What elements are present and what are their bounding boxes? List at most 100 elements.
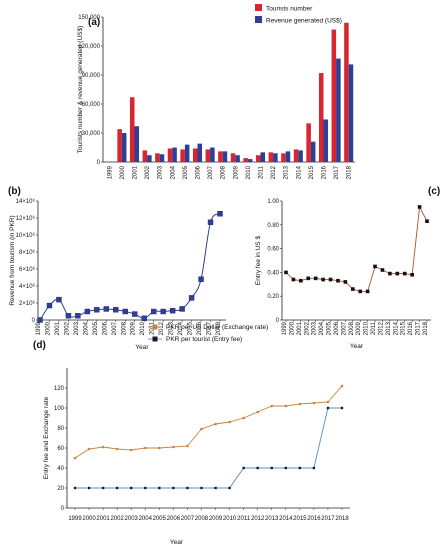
x-axis-title: Year [170, 539, 184, 546]
bar-tourists [155, 153, 160, 162]
y-axis-title: Revenue from tourism (in PKR) [9, 215, 16, 305]
x-tick-label: 2008 [349, 321, 355, 335]
data-point [417, 205, 422, 209]
y-tick-label: 0 [276, 318, 280, 324]
data-point [284, 270, 288, 275]
x-tick-label: 2000 [82, 516, 96, 522]
data-point [200, 427, 203, 431]
x-tick-label: 2002 [110, 516, 124, 522]
panel-label-b: (b) [8, 186, 21, 197]
data-point [299, 278, 303, 283]
chart-d: 0 20 40 60 80 100 120 Entry fee and Exchange ra… [43, 324, 350, 546]
data-point [306, 276, 311, 281]
data-point [291, 277, 296, 282]
x-tick-label: 2016 [197, 321, 203, 335]
x-tick-label: 2009 [233, 165, 239, 179]
bar-tourists [255, 155, 261, 162]
data-point [115, 447, 119, 451]
data-point [188, 295, 195, 301]
bar-tourists [142, 150, 148, 162]
exchange-rate-line [74, 385, 343, 459]
y-tick-label: 30,000 [82, 131, 101, 137]
data-point [186, 444, 189, 448]
legend-marker [152, 336, 158, 342]
data-point [328, 277, 333, 282]
data-point [179, 306, 185, 312]
bar-revenue [247, 159, 253, 162]
bar-tourists [344, 22, 349, 162]
panel-label-c: (c) [428, 186, 440, 197]
x-tick-label: 2018 [335, 516, 349, 522]
data-point [132, 311, 138, 317]
bar-revenue [323, 119, 329, 162]
data-point [172, 445, 175, 449]
x-tick-label: 2005 [327, 321, 333, 335]
data-point [101, 445, 105, 449]
data-point [75, 313, 81, 319]
x-tick-label: 2000 [45, 321, 51, 335]
x-tick-label: 2001 [96, 516, 110, 522]
x-tick-label: 2010 [364, 321, 370, 335]
legend-label: PKR per US Dollar (Exchange rate) [166, 324, 268, 331]
data-point [298, 466, 302, 470]
x-tick-label: 2006 [196, 165, 202, 179]
data-point [336, 278, 340, 283]
x-tick-label: 2003 [158, 165, 164, 179]
x-tick-label: 2004 [170, 165, 176, 179]
bar-revenue [235, 155, 240, 162]
data-point [402, 271, 407, 276]
chart-a: 0 30,000 60,000 90,000 120,000 150,000 Tourist… [77, 4, 355, 179]
x-tick-label: 2018 [347, 165, 353, 179]
y-tick-label: 0.60 [267, 247, 279, 253]
data-point [186, 486, 189, 490]
x-tick-label: 2017 [207, 321, 213, 335]
data-point [340, 384, 344, 388]
x-tick-label: 2015 [293, 516, 307, 522]
data-point [84, 308, 91, 315]
data-point [380, 268, 385, 272]
bar-revenue [159, 154, 165, 162]
data-point [395, 271, 400, 276]
data-point [158, 446, 161, 450]
data-point [340, 406, 344, 410]
x-tick-label: 2009 [209, 516, 223, 522]
bar-tourists [117, 129, 122, 162]
x-tick-label: 2008 [195, 516, 209, 522]
y-tick-label: 90,000 [82, 73, 101, 79]
bar-revenue [121, 133, 127, 162]
chart-c: 0 0.20 0.40 0.60 0.80 1.00 Entry fee in US $ 19… [255, 199, 431, 350]
bar-tourists [218, 151, 223, 162]
y-tick-label: 120 [54, 386, 65, 392]
x-tick-label: 2013 [265, 516, 279, 522]
data-point [365, 289, 370, 294]
x-tick-label: 2006 [334, 321, 340, 335]
data-point [200, 486, 203, 490]
y-axis-title: Entry fee in US $ [255, 236, 262, 286]
bar-tourists [306, 123, 311, 162]
data-point [65, 313, 72, 319]
x-tick-label: 2006 [167, 516, 181, 522]
y-tick-label: 80 [57, 426, 64, 432]
x-tick-label: 2015 [188, 321, 194, 335]
data-point [158, 486, 161, 490]
data-point [256, 466, 259, 470]
x-tick-label: 2012 [251, 516, 265, 522]
bar-revenue [134, 126, 140, 162]
data-point [312, 401, 316, 405]
data-point [214, 422, 217, 426]
data-point [73, 486, 77, 490]
x-tick-label: 2001 [55, 321, 61, 335]
x-tick-label: 2013 [169, 321, 175, 335]
bar-revenue [310, 141, 316, 162]
y-tick-label: 60 [57, 446, 64, 452]
x-tick-label: 2007 [208, 165, 214, 179]
data-point [87, 486, 91, 490]
y-tick-label: 0.20 [267, 294, 279, 300]
data-point [256, 410, 259, 414]
x-tick-label: 2001 [133, 165, 139, 179]
y-tick-label: 12×10⁶ [16, 215, 36, 222]
data-point [425, 219, 429, 224]
data-point [298, 402, 302, 406]
bar-tourists [331, 29, 337, 162]
y-tick-label: 14×10⁶ [16, 198, 36, 205]
